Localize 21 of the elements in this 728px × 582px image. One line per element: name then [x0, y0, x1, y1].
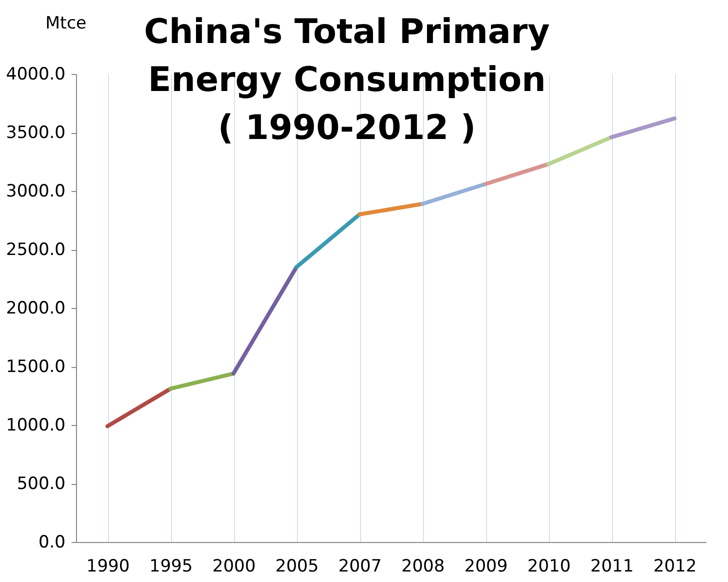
x-tick-label: 2010: [527, 556, 571, 576]
x-tick-label: 2000: [212, 556, 256, 576]
y-tick-label: 2500.0: [6, 240, 66, 260]
y-tick-label: 1000.0: [6, 416, 66, 436]
x-tick-label: 2008: [401, 556, 445, 576]
chart-title: China's Total Primary Energy Consumption ( 1990-2012 ): [144, 12, 550, 148]
y-tick-label: 3500.0: [6, 123, 66, 143]
x-tick-label: 2009: [464, 556, 508, 576]
x-tick-label: 2007: [338, 556, 382, 576]
y-tick-label: 3000.0: [6, 182, 66, 202]
y-tick-label: 0.0: [38, 532, 66, 552]
y-tick-label: 500.0: [16, 474, 66, 494]
x-tick-label: 1990: [86, 556, 130, 576]
y-tick-label: 4000.0: [6, 64, 66, 84]
x-tick-label: 1995: [149, 556, 193, 576]
x-tick-label: 2012: [653, 556, 697, 576]
x-tick-label: 2005: [275, 556, 319, 576]
y-axis-title: Mtce: [45, 14, 86, 34]
y-tick-label: 1500.0: [6, 357, 66, 377]
y-tick-label: 2000.0: [6, 298, 66, 318]
x-tick-label: 2011: [590, 556, 634, 576]
